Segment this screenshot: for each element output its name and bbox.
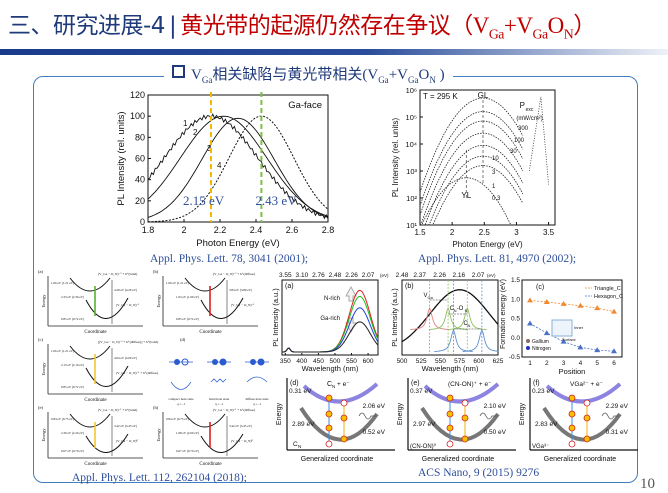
formula-part: （V [450,13,489,38]
title-separator: | [168,13,177,39]
formula-part: +V [503,13,533,38]
formula-sub: N [563,26,574,42]
formula-part: ） [573,13,596,38]
content-frame [33,76,638,483]
heading-sub: Ga [378,75,389,85]
heading-part: V [191,67,202,83]
page-number: 10 [640,476,655,492]
citation-acs-nano-2015: ACS Nano, 9 (2015) 9276 [418,467,540,479]
heading-part: 相关缺陷与黄光带相关(V [212,67,379,83]
title-main: 黄光带的起源仍然存在争议 [180,13,451,39]
formula-sub: Ga [532,26,549,42]
title-prefix: 三、研究进展-4 [8,13,165,39]
title-formula: （VGa+VGaON） [450,13,596,42]
citation-apl-2001: Appl. Phys. Lett. 78, 3041 (2001); [150,253,309,265]
heading-part: ) [435,67,445,83]
citation-apl-2018: Appl. Phys. Lett. 112, 262104 (2018); [72,472,247,484]
checkbox-bullet-icon [172,65,185,78]
title-underline-bar [0,49,668,55]
heading-sub: N [429,75,436,85]
slide-title: 三、研究进展-4 | 黄光带的起源仍然存在争议（VGa+VGaON） [8,6,596,43]
citation-apl-2002: Appl. Phys. Lett. 81, 4970 (2002); [418,253,577,265]
section-heading: VGa相关缺陷与黄光带相关(VGa+VGaON ) [164,63,453,85]
heading-sub: Ga [201,75,213,85]
heading-part: +V [388,67,408,83]
formula-sub: Ga [488,26,505,42]
heading-part: O [418,67,430,83]
heading-sub: Ga [407,75,419,85]
formula-part: O [547,13,565,38]
